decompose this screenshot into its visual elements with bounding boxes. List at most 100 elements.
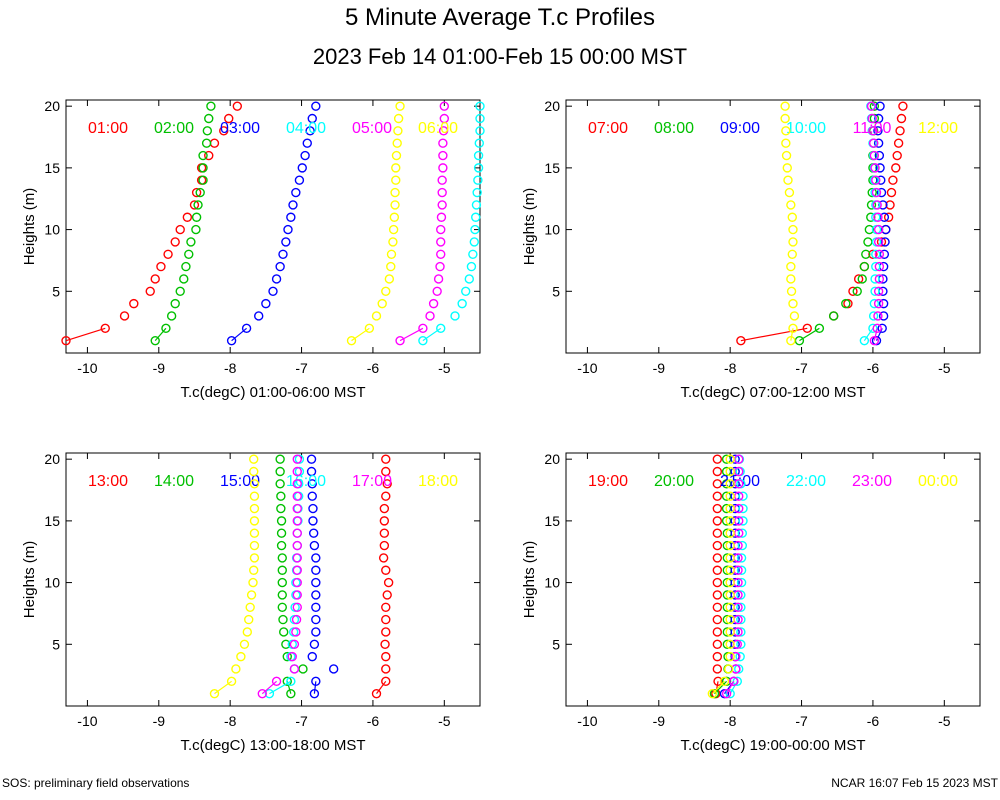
data-point [246,590,257,600]
series-0500 [395,101,450,346]
data-point [736,639,746,649]
data-point [292,491,302,501]
data-point [731,664,741,674]
data-point [163,249,173,259]
series-1200 [780,101,800,346]
data-point [198,150,208,161]
series-line [231,327,247,342]
data-point [371,311,382,321]
data-point [892,150,902,161]
data-point [145,286,155,296]
data-point [249,466,259,477]
data-point [873,212,883,222]
data-point [204,150,214,161]
data-point [786,200,796,210]
data-point [874,261,885,272]
data-point [438,163,448,173]
x-tick-label: -10 [77,360,97,376]
data-point [249,565,259,575]
data-point [869,150,880,161]
data-point [307,651,317,662]
data-point [730,565,740,575]
data-point [383,577,394,588]
data-point [308,516,318,526]
data-point [863,237,873,247]
data-point [292,540,302,551]
data-point [736,590,746,600]
data-point [249,479,260,489]
data-point [381,466,391,477]
data-point [875,101,885,111]
data-point [182,212,193,222]
legend-label: 14:00 [154,473,194,490]
y-tick-label: 10 [44,575,60,591]
x-tick-label: -6 [367,713,380,729]
data-point [206,101,216,111]
data-point [305,126,315,136]
data-point [306,454,317,464]
data-point [871,261,881,272]
data-point [119,311,130,321]
data-point [788,323,798,334]
data-point [276,516,287,526]
data-point [466,261,477,272]
legend-label: 12:00 [918,120,958,137]
data-point [814,323,825,334]
data-point [379,528,390,538]
data-point [381,454,391,464]
data-point [381,286,391,296]
data-point [736,614,746,625]
data-point [271,274,282,284]
data-point [393,126,403,136]
data-point [346,335,357,346]
data-point [895,126,905,136]
data-point [249,516,260,526]
data-point [261,298,271,309]
data-point [384,274,395,284]
data-point [725,627,735,637]
data-point [378,553,389,563]
data-point [873,138,884,148]
data-point [712,466,723,477]
data-point [232,101,243,111]
data-point [418,323,428,334]
chart-panel-4: -10 -9 -8 -7 -6 -5 5 10 15 20 T.c(degC) 19:00-00:0… [521,451,981,754]
data-point [730,479,740,489]
data-point [311,101,321,111]
data-point [707,688,718,699]
data-point [307,113,317,124]
data-point [859,335,870,346]
data-point [461,286,471,296]
data-point [736,602,746,612]
data-point [288,200,298,210]
series-line [376,680,387,695]
data-point [867,187,877,198]
data-point [388,224,399,235]
data-point [787,212,797,222]
data-point [788,224,798,235]
data-point [885,200,895,210]
data-point [712,602,723,612]
series-line [65,327,106,342]
x-tick-label: -7 [295,713,308,729]
data-point [870,274,880,284]
legend-label: 05:00 [352,120,392,137]
data-point [249,540,260,551]
data-point [898,101,908,111]
data-point [277,590,287,600]
series-2000 [709,454,733,699]
data-point [307,479,317,489]
data-point [186,237,196,247]
data-point [866,200,877,210]
data-point [712,491,723,501]
data-point [191,224,201,235]
data-point [725,553,735,563]
data-point [381,651,391,662]
data-point [712,565,723,575]
data-point [878,298,889,309]
data-point [473,175,483,185]
data-point [876,187,887,198]
data-point [436,212,447,222]
data-point [309,688,320,699]
